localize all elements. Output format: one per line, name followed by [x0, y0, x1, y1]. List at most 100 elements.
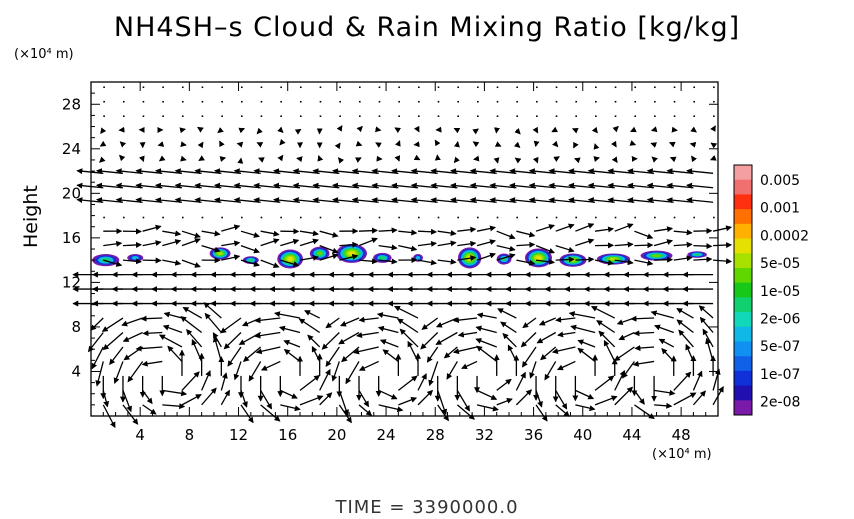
wind-vector: [613, 346, 635, 362]
wind-vector: [353, 346, 379, 355]
wind-vector: [283, 349, 301, 362]
wind-vector: [614, 223, 634, 232]
wind-vector: [673, 216, 676, 219]
wind-vector: [260, 216, 263, 219]
colorbar-label: 5e-07: [760, 339, 800, 355]
x-tick-label: 40: [573, 426, 592, 444]
cloud-contour: [535, 255, 542, 260]
colorbar-label: 1e-05: [760, 284, 800, 300]
wind-vector: [260, 86, 263, 89]
wind-vector: [221, 86, 223, 89]
wind-vector: [457, 226, 477, 233]
wind-vector: [685, 343, 695, 362]
cloud-blob: [524, 248, 553, 268]
wind-vector: [140, 315, 163, 322]
wind-vector: [710, 142, 718, 149]
wind-vector: [477, 115, 479, 117]
wind-vector: [300, 115, 302, 117]
wind-vector: [220, 372, 228, 391]
wind-vector: [435, 317, 458, 328]
wind-vector: [299, 238, 319, 247]
wind-vector: [142, 330, 163, 337]
wind-vector: [457, 255, 477, 262]
wind-vector: [378, 404, 404, 413]
wind-vector: [319, 245, 339, 254]
wind-vector: [102, 332, 124, 351]
wind-vector: [181, 86, 184, 89]
wind-vector: [182, 306, 202, 319]
wind-vector: [299, 254, 319, 261]
wind-vector: [162, 230, 182, 237]
wind-vector: [203, 302, 222, 319]
wind-vector: [476, 404, 499, 412]
x-tick-label: 12: [229, 426, 248, 444]
wind-vector: [555, 115, 558, 117]
wind-vector: [461, 360, 478, 370]
colorbar-swatch: [734, 223, 752, 240]
wind-vector: [535, 224, 555, 232]
wind-vector: [507, 344, 517, 362]
wind-vector: [658, 338, 675, 348]
wind-vector: [212, 332, 222, 348]
wind-vector: [575, 216, 577, 219]
wind-vector: [197, 141, 204, 149]
wind-vector: [418, 86, 420, 89]
wind-vector: [101, 317, 124, 332]
wind-vector: [457, 100, 459, 103]
wind-vector: [142, 86, 145, 89]
wind-vector: [555, 216, 558, 219]
wind-vector: [278, 325, 301, 334]
colorbar-label: 1e-07: [760, 367, 800, 383]
wind-vector: [397, 375, 418, 391]
wind-vector: [162, 239, 182, 247]
colorbar-swatch: [734, 238, 752, 254]
wind-vector: [676, 319, 694, 334]
wind-vector: [634, 115, 636, 117]
wind-vector: [630, 126, 637, 133]
wind-vector: [319, 86, 322, 89]
wind-vector: [513, 141, 521, 148]
wind-vector: [575, 238, 595, 247]
wind-vector: [321, 332, 340, 350]
wind-vector: [142, 100, 145, 103]
wind-vector: [713, 242, 733, 249]
wind-vector: [325, 346, 340, 368]
wind-vector: [358, 390, 370, 408]
wind-vector: [277, 126, 284, 133]
wind-vector: [339, 216, 341, 219]
wind-vector: [698, 305, 714, 319]
cloud-blob: [596, 253, 631, 265]
wind-vector: [273, 311, 301, 319]
wind-vector: [341, 346, 360, 363]
wind-vector: [456, 404, 475, 420]
wind-vector: [516, 100, 518, 103]
wind-vector: [618, 331, 635, 341]
cloud-contour: [651, 254, 662, 258]
wind-vector: [99, 156, 106, 163]
wind-vector: [457, 86, 459, 89]
wind-vector: [180, 155, 187, 162]
wind-vector: [712, 225, 733, 232]
wind-vector: [398, 86, 400, 89]
wind-vector: [521, 346, 537, 368]
cloud-contour: [348, 251, 355, 256]
wind-vector: [630, 315, 655, 322]
wind-vector: [529, 361, 537, 379]
cloud-blob: [277, 249, 304, 269]
wind-vector: [571, 128, 579, 134]
wind-vector: [122, 331, 143, 342]
wind-vector: [653, 226, 674, 233]
wind-vector: [95, 361, 104, 387]
cloud-contour: [248, 258, 254, 262]
wind-vector: [298, 318, 321, 334]
wind-vector: [610, 140, 617, 148]
wind-vector: [240, 230, 260, 238]
wind-vector: [595, 216, 597, 219]
wind-vector: [339, 115, 341, 117]
wind-vector: [122, 86, 125, 89]
x-tick-label: 36: [524, 426, 543, 444]
wind-vector: [317, 155, 324, 162]
wind-vector: [472, 128, 479, 135]
wind-vector: [594, 395, 618, 406]
